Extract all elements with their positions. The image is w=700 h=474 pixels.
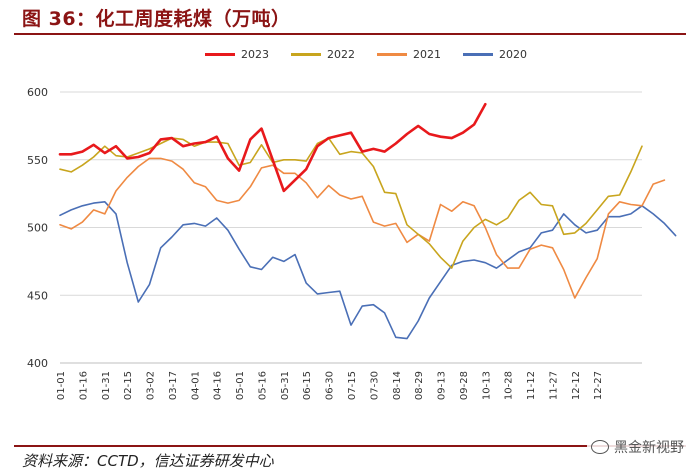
series-line-2022 [59, 137, 643, 269]
legend-label-2020: 2020 [499, 48, 527, 61]
y-tick-label-550: 550 [27, 154, 48, 167]
legend-item-2020: 2020 [463, 48, 527, 61]
x-tick-label-01-31: 01-31 [101, 371, 112, 400]
x-tick-label-08-14: 08-14 [392, 371, 403, 400]
legend-item-2023: 2023 [205, 48, 269, 61]
x-tick-label-11-27: 11-27 [548, 371, 559, 400]
legend: 2023 2022 2021 2020 [205, 48, 527, 61]
x-tick-label-08-29: 08-29 [414, 371, 425, 400]
x-tick-label-12-27: 12-27 [593, 371, 604, 400]
y-tick-label-600: 600 [27, 86, 48, 99]
legend-swatch-2023 [205, 53, 235, 56]
x-tick-label-06-15: 06-15 [302, 371, 313, 400]
legend-swatch-2021 [377, 53, 407, 56]
legend-swatch-2020 [463, 53, 493, 56]
watermark-text: 黑金新视野 [614, 440, 684, 456]
x-tick-label-10-13: 10-13 [481, 371, 492, 400]
x-tick-label-01-16: 01-16 [78, 371, 89, 400]
legend-swatch-2022 [291, 53, 321, 56]
y-tick-label-450: 450 [27, 289, 48, 302]
series-line-2021 [59, 157, 666, 299]
legend-label-2022: 2022 [327, 48, 355, 61]
x-tick-label-07-30: 07-30 [369, 371, 380, 400]
x-tick-label-07-15: 07-15 [347, 371, 358, 400]
source-note: 资料来源：CCTD，信达证券研发中心 [22, 452, 274, 470]
x-tick-label-05-01: 05-01 [235, 371, 246, 400]
legend-item-2021: 2021 [377, 48, 441, 61]
x-tick-label-03-02: 03-02 [146, 371, 157, 400]
series-line-2023 [58, 102, 487, 193]
x-tick-label-05-16: 05-16 [257, 371, 268, 400]
footer-rule [14, 445, 686, 447]
watermark: 黑金新视野 [587, 436, 688, 458]
x-tick-label-03-17: 03-17 [168, 371, 179, 400]
x-tick-label-12-12: 12-12 [571, 371, 582, 400]
x-tick-label-11-12: 11-12 [526, 371, 537, 400]
title-rule [14, 33, 686, 35]
y-tick-label-500: 500 [27, 222, 48, 235]
x-tick-label-02-15: 02-15 [123, 371, 134, 400]
x-tick-label-01-01: 01-01 [56, 371, 67, 400]
x-tick-label-09-28: 09-28 [459, 371, 470, 400]
legend-label-2021: 2021 [413, 48, 441, 61]
series-line-2020 [59, 201, 677, 340]
wechat-icon [591, 440, 609, 454]
x-tick-label-04-01: 04-01 [190, 371, 201, 400]
figure-title: 图 36：化工周度耗煤（万吨） [22, 8, 291, 30]
y-tick-label-400: 400 [27, 357, 48, 370]
title-bar: 图 36：化工周度耗煤（万吨） [0, 0, 700, 35]
x-tick-label-05-31: 05-31 [280, 371, 291, 400]
line-chart: 400 450 500 550 600 01-01 01-16 01-31 02-15 03-02… [27, 86, 677, 400]
x-tick-label-09-13: 09-13 [437, 371, 448, 400]
legend-item-2022: 2022 [291, 48, 355, 61]
x-tick-label-10-28: 10-28 [504, 371, 515, 400]
x-tick-label-06-30: 06-30 [325, 371, 336, 400]
x-tick-label-04-16: 04-16 [213, 371, 224, 400]
legend-label-2023: 2023 [241, 48, 269, 61]
